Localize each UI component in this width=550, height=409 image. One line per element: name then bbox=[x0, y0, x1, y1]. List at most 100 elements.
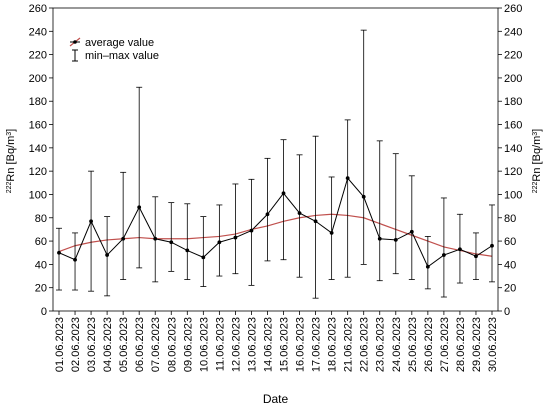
x-tick-label-19: 22.06.2023 bbox=[359, 317, 371, 372]
trend-line bbox=[58, 213, 493, 257]
y-tick-label-left-4: 80 bbox=[35, 213, 47, 225]
x-tick-label-15: 16.06.2023 bbox=[295, 317, 307, 372]
x-tick-label-14: 15.06.2023 bbox=[279, 317, 291, 372]
average-point-18 bbox=[345, 176, 350, 181]
legend: average value min–max value bbox=[69, 37, 159, 62]
average-point-16 bbox=[313, 219, 318, 224]
error-bar-2 bbox=[88, 170, 95, 292]
x-tick-label-21: 24.06.2023 bbox=[391, 317, 403, 372]
error-bar-11 bbox=[232, 183, 239, 275]
x-tick-label-1: 02.06.2023 bbox=[70, 317, 82, 372]
y-axis-left: 0 20 40 60 80 100 120 140 160 180 200 220 240 260 bbox=[29, 3, 53, 318]
x-tick-label-5: 06.06.2023 bbox=[134, 317, 146, 372]
legend-average-label: average value bbox=[85, 37, 154, 49]
error-bar-27 bbox=[489, 204, 495, 283]
average-point-12 bbox=[249, 228, 254, 233]
average-point-4 bbox=[121, 236, 126, 241]
y-tick-label-left-10: 200 bbox=[29, 73, 47, 85]
y-tick-label-right-11: 220 bbox=[504, 50, 522, 62]
x-tick-label-2: 03.06.2023 bbox=[86, 317, 98, 372]
y-tick-label-right-2: 40 bbox=[504, 259, 516, 271]
y-tick-label-left-8: 160 bbox=[29, 120, 47, 132]
error-bars bbox=[56, 29, 495, 299]
x-tick-label-25: 28.06.2023 bbox=[455, 317, 467, 372]
y-axis-label-left-close: ] bbox=[5, 129, 17, 132]
average-point-13 bbox=[265, 212, 270, 217]
legend-minmax-label: min–max value bbox=[85, 50, 159, 62]
average-point-21 bbox=[393, 238, 398, 242]
average-point-10 bbox=[217, 240, 222, 245]
error-bar-15 bbox=[296, 154, 303, 278]
y-tick-label-right-7: 140 bbox=[504, 143, 522, 155]
error-bar-4 bbox=[120, 171, 127, 280]
error-bar-24 bbox=[440, 197, 447, 298]
y-axis-label-right-base: Rn [Bq/m bbox=[531, 136, 543, 182]
legend-average-icon bbox=[69, 37, 81, 47]
error-bar-23 bbox=[424, 236, 431, 290]
x-axis: 01.06.2023 02.06.2023 03.06.2023 04.06.2023… bbox=[54, 311, 499, 372]
y-axis-label-left-exp: 3 bbox=[6, 132, 13, 136]
plot-frame bbox=[52, 7, 499, 312]
x-tick-label-3: 04.06.2023 bbox=[102, 317, 114, 372]
error-bar-14 bbox=[280, 139, 287, 261]
x-tick-label-27: 30.06.2023 bbox=[487, 317, 499, 372]
average-point-17 bbox=[329, 231, 334, 235]
y-tick-label-right-12: 240 bbox=[504, 26, 522, 38]
error-bar-13 bbox=[264, 157, 271, 262]
x-axis-label: Date bbox=[263, 392, 289, 406]
average-point-6 bbox=[153, 236, 158, 241]
average-point-20 bbox=[377, 236, 382, 241]
average-point-25 bbox=[458, 247, 462, 252]
average-point-27 bbox=[490, 243, 494, 248]
y-tick-label-right-5: 100 bbox=[504, 189, 522, 201]
y-axis-right: 0 20 40 60 80 100 120 140 160 180 200 220 240 260 bbox=[498, 3, 522, 318]
y-tick-label-left-1: 20 bbox=[35, 283, 47, 295]
error-bar-7 bbox=[168, 202, 175, 272]
y-tick-label-right-13: 260 bbox=[504, 3, 522, 15]
series-layer bbox=[57, 176, 494, 269]
y-tick-label-left-13: 260 bbox=[29, 3, 47, 15]
error-bar-20 bbox=[376, 140, 383, 282]
x-tick-label-24: 27.06.2023 bbox=[439, 317, 451, 372]
x-tick-label-9: 10.06.2023 bbox=[198, 317, 210, 372]
average-point-7 bbox=[169, 240, 174, 245]
average-point-5 bbox=[137, 205, 142, 210]
average-point-14 bbox=[281, 191, 286, 196]
average-point-22 bbox=[409, 229, 414, 234]
x-tick-label-6: 07.06.2023 bbox=[150, 317, 162, 372]
y-tick-label-left-12: 240 bbox=[29, 26, 47, 38]
y-axis-label-left-iso: 222 bbox=[6, 181, 13, 193]
x-tick-label-12: 13.06.2023 bbox=[246, 317, 258, 372]
y-tick-label-left-9: 180 bbox=[29, 96, 47, 108]
average-line bbox=[58, 177, 493, 268]
x-tick-label-18: 21.06.2023 bbox=[343, 317, 355, 372]
error-bar-8 bbox=[184, 203, 191, 280]
y-tick-label-right-10: 200 bbox=[504, 73, 522, 85]
x-tick-label-16: 17.06.2023 bbox=[311, 317, 323, 372]
y-tick-label-right-1: 20 bbox=[504, 283, 516, 295]
x-tick-label-26: 29.06.2023 bbox=[471, 317, 483, 372]
y-tick-label-right-8: 160 bbox=[504, 120, 522, 132]
y-tick-label-right-3: 60 bbox=[504, 236, 516, 248]
average-point-2 bbox=[89, 219, 93, 224]
y-tick-label-left-3: 60 bbox=[35, 236, 47, 248]
y-tick-label-left-5: 100 bbox=[29, 189, 47, 201]
average-point-1 bbox=[73, 257, 77, 262]
x-tick-label-4: 05.06.2023 bbox=[118, 317, 130, 372]
y-tick-label-left-0: 0 bbox=[41, 306, 47, 318]
average-point-23 bbox=[425, 264, 430, 269]
y-tick-label-right-4: 80 bbox=[504, 213, 516, 225]
x-tick-label-23: 26.06.2023 bbox=[423, 317, 435, 372]
average-point-3 bbox=[105, 253, 110, 257]
y-tick-label-right-0: 0 bbox=[504, 306, 510, 318]
average-point-9 bbox=[201, 255, 206, 260]
error-bar-16 bbox=[312, 135, 319, 299]
x-tick-label-17: 18.06.2023 bbox=[327, 317, 339, 372]
error-bar-18 bbox=[344, 119, 351, 278]
y-tick-label-right-9: 180 bbox=[504, 96, 522, 108]
y-tick-label-left-7: 140 bbox=[29, 143, 47, 155]
x-tick-label-7: 08.06.2023 bbox=[166, 317, 178, 372]
average-point-24 bbox=[441, 253, 446, 257]
y-axis-label-left: 222Rn [Bq/m3] bbox=[5, 129, 17, 194]
